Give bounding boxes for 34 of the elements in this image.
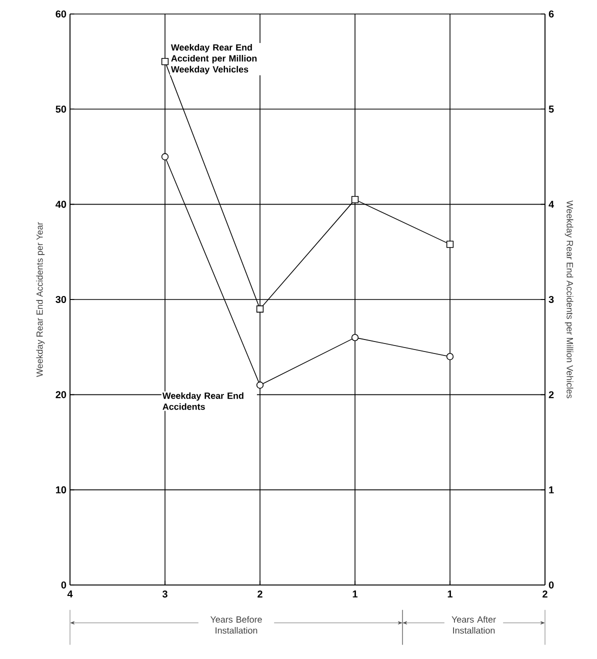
x-tick-label: 1 (352, 590, 358, 598)
point (446, 353, 454, 360)
point (446, 240, 454, 248)
point (256, 305, 264, 313)
x-tick-label: 3 (162, 590, 168, 598)
y2-tick-label: 1 (549, 486, 554, 494)
y-axis-title: Weekday Rear End Accidents per Year (36, 222, 45, 377)
y2-tick-label: 2 (548, 391, 554, 398)
y2-axis-title: Weekday Rear End Accidents per Million Vehicles (564, 200, 574, 398)
point (256, 382, 264, 389)
point (161, 58, 169, 66)
y-tick-label: 10 (56, 486, 66, 494)
y2-tick-label: 6 (548, 10, 554, 18)
y2-tick-label: 5 (548, 106, 554, 113)
y2-tick-label: 0 (548, 581, 554, 589)
x-tick-label: 4 (67, 590, 73, 598)
point (161, 153, 169, 160)
x-tick-label: 1 (448, 590, 452, 598)
point (351, 196, 359, 204)
y2-tick-label: 3 (548, 296, 554, 304)
y-tick-label: 0 (61, 581, 66, 589)
x-tick-label: 2 (258, 590, 262, 598)
y-tick-label: 50 (56, 106, 66, 113)
series-label: Weekday Rear End Accidents (162, 392, 244, 410)
y-tick-label: 30 (56, 296, 66, 304)
series-label: Weekday Rear End Accident per Million Weekday Vehicles (170, 44, 257, 74)
y2-tick-label: 4 (548, 200, 554, 208)
text: Years After Installation (452, 616, 496, 634)
point (351, 334, 359, 342)
y-tick-label: 20 (56, 391, 66, 398)
y-tick-label: 40 (56, 200, 66, 208)
y-tick-label: 60 (56, 10, 66, 18)
text: Years Before Installation (210, 616, 262, 634)
x-tick-label: 2 (542, 590, 548, 598)
